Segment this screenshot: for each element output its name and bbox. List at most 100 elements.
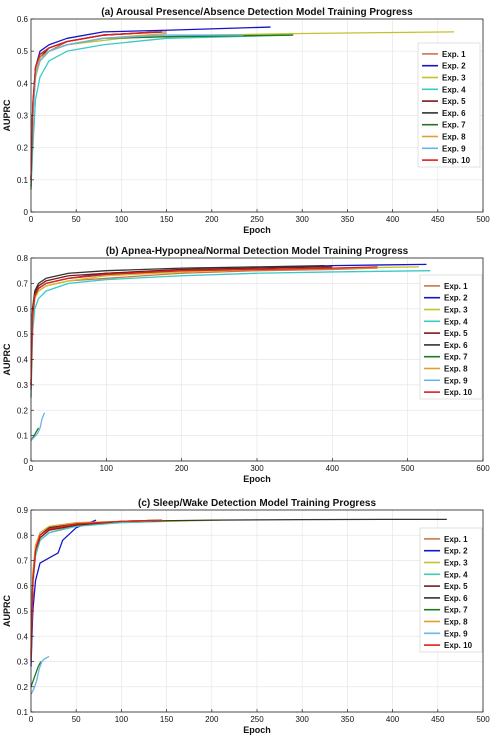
x-tick-label: 500	[401, 464, 415, 473]
legend-label: Exp. 4	[444, 317, 468, 326]
series-line-exp-10	[30, 519, 163, 662]
y-tick-label: 0.4	[17, 79, 29, 88]
y-tick-label: 0.6	[17, 15, 29, 24]
chart-title: (a) Arousal Presence/Absence Detection M…	[101, 7, 413, 18]
x-tick-label: 400	[386, 215, 400, 224]
legend: Exp. 1 Exp. 2 Exp. 3 Exp. 4 Exp. 5 Exp. 6 Exp.…	[419, 527, 483, 653]
legend-label: Exp. 5	[444, 582, 468, 591]
x-tick-label: 150	[160, 215, 174, 224]
legend-label: Exp. 3	[444, 559, 468, 568]
y-tick-label: 0.4	[17, 356, 29, 365]
chart-title: (c) Sleep/Wake Detection Model Training …	[138, 498, 376, 509]
legend-label: Exp. 4	[444, 570, 468, 579]
y-axis-label: AUPRC	[2, 595, 12, 628]
x-tick-label: 50	[72, 715, 81, 724]
x-tick-label: 400	[386, 715, 400, 724]
series-line-exp-6	[30, 264, 325, 385]
legend-box	[417, 42, 481, 168]
legend-label: Exp. 9	[442, 144, 466, 153]
y-tick-label: 0.8	[17, 531, 29, 540]
y-tick-label: 0.5	[17, 607, 29, 616]
legend-label: Exp. 3	[442, 74, 466, 83]
legend-label: Exp. 5	[442, 97, 466, 106]
x-tick-label: 350	[341, 215, 355, 224]
y-tick-label: 0.3	[17, 112, 29, 121]
x-tick-label: 200	[175, 464, 189, 473]
y-tick-label: 0.6	[17, 305, 29, 314]
x-tick-label: 300	[296, 215, 310, 224]
x-tick-label: 0	[29, 715, 34, 724]
x-tick-label: 0	[29, 215, 34, 224]
chart-title: (b) Apnea-Hypopnea/Normal Detection Mode…	[106, 246, 409, 257]
series-line-exp-2	[30, 519, 97, 667]
x-tick-label: 250	[250, 215, 264, 224]
legend-label: Exp. 9	[444, 629, 468, 638]
x-axis-label: Epoch	[243, 725, 271, 735]
legend-label: Exp. 1	[444, 535, 468, 544]
y-tick-label: 0.7	[17, 557, 29, 566]
x-tick-label: 350	[341, 715, 355, 724]
x-tick-label: 100	[100, 464, 114, 473]
y-tick-label: 0.2	[17, 406, 29, 415]
legend-label: Exp. 9	[444, 376, 468, 385]
series-line-exp-9	[30, 34, 244, 180]
legend-label: Exp. 4	[442, 85, 466, 94]
legend-label: Exp. 6	[444, 341, 468, 350]
legend-label: Exp. 1	[442, 50, 466, 59]
series-line-exp-10	[30, 266, 378, 390]
y-tick-label: 0.6	[17, 582, 29, 591]
y-tick-label: 0.3	[17, 381, 29, 390]
x-tick-label: 100	[115, 215, 129, 224]
x-tick-label: 500	[476, 215, 490, 224]
legend-label: Exp. 8	[442, 133, 466, 142]
x-tick-label: 50	[72, 215, 81, 224]
y-tick-label: 0.2	[17, 144, 29, 153]
y-tick-label: 0.2	[17, 683, 29, 692]
chart-panel-1: 0 50 100 150 200 250 300 350 400 450 500 0 0.1 0.2 0.3…	[2, 7, 490, 235]
y-tick-label: 0.7	[17, 279, 29, 288]
series-line-exp-4	[30, 270, 431, 398]
legend-label: Exp. 3	[444, 306, 468, 315]
legend-box	[419, 527, 483, 653]
y-tick-label: 0.8	[17, 254, 29, 263]
x-tick-label: 400	[326, 464, 340, 473]
legend-label: Exp. 2	[444, 294, 468, 303]
x-tick-label: 300	[296, 715, 310, 724]
legend-label: Exp. 1	[444, 282, 468, 291]
series-line-exp-7	[30, 661, 42, 687]
y-tick-label: 0	[24, 457, 29, 466]
y-tick-label: 0.9	[17, 506, 29, 515]
x-tick-label: 450	[431, 215, 445, 224]
series-line-exp-10	[30, 31, 158, 180]
legend-label: Exp. 5	[444, 329, 468, 338]
series-line-exp-9	[30, 655, 50, 695]
x-tick-label: 250	[250, 715, 264, 724]
legend-label: Exp. 8	[444, 618, 468, 627]
y-tick-label: 0.1	[17, 708, 29, 717]
x-tick-label: 600	[476, 464, 490, 473]
y-tick-label: 0.1	[17, 176, 29, 185]
y-tick-label: 0.3	[17, 658, 29, 667]
legend-label: Exp. 10	[444, 641, 473, 650]
legend-label: Exp. 10	[442, 156, 471, 165]
x-tick-label: 200	[205, 215, 219, 224]
legend-label: Exp. 7	[442, 121, 466, 130]
y-tick-label: 0	[24, 208, 29, 217]
x-tick-label: 450	[431, 715, 445, 724]
x-tick-label: 150	[160, 715, 174, 724]
y-tick-label: 0.5	[17, 47, 29, 56]
legend-label: Exp. 7	[444, 353, 468, 362]
legend-label: Exp. 10	[444, 388, 473, 397]
x-tick-label: 0	[29, 464, 34, 473]
legend: Exp. 1 Exp. 2 Exp. 3 Exp. 4 Exp. 5 Exp. 6 Exp.…	[417, 42, 481, 168]
x-tick-label: 100	[115, 715, 129, 724]
series-line-exp-4	[30, 34, 294, 187]
y-tick-label: 0.1	[17, 432, 29, 441]
y-axis-label: AUPRC	[2, 343, 12, 376]
legend-label: Exp. 2	[442, 62, 466, 71]
legend-label: Exp. 2	[444, 547, 468, 556]
legend-label: Exp. 8	[444, 365, 468, 374]
chart-panel-2: 0 100 200 300 400 500 600 0 0.1 0.2 0.3 0.4 0.5 0.6 0.…	[2, 246, 490, 484]
legend-label: Exp. 6	[444, 594, 468, 603]
